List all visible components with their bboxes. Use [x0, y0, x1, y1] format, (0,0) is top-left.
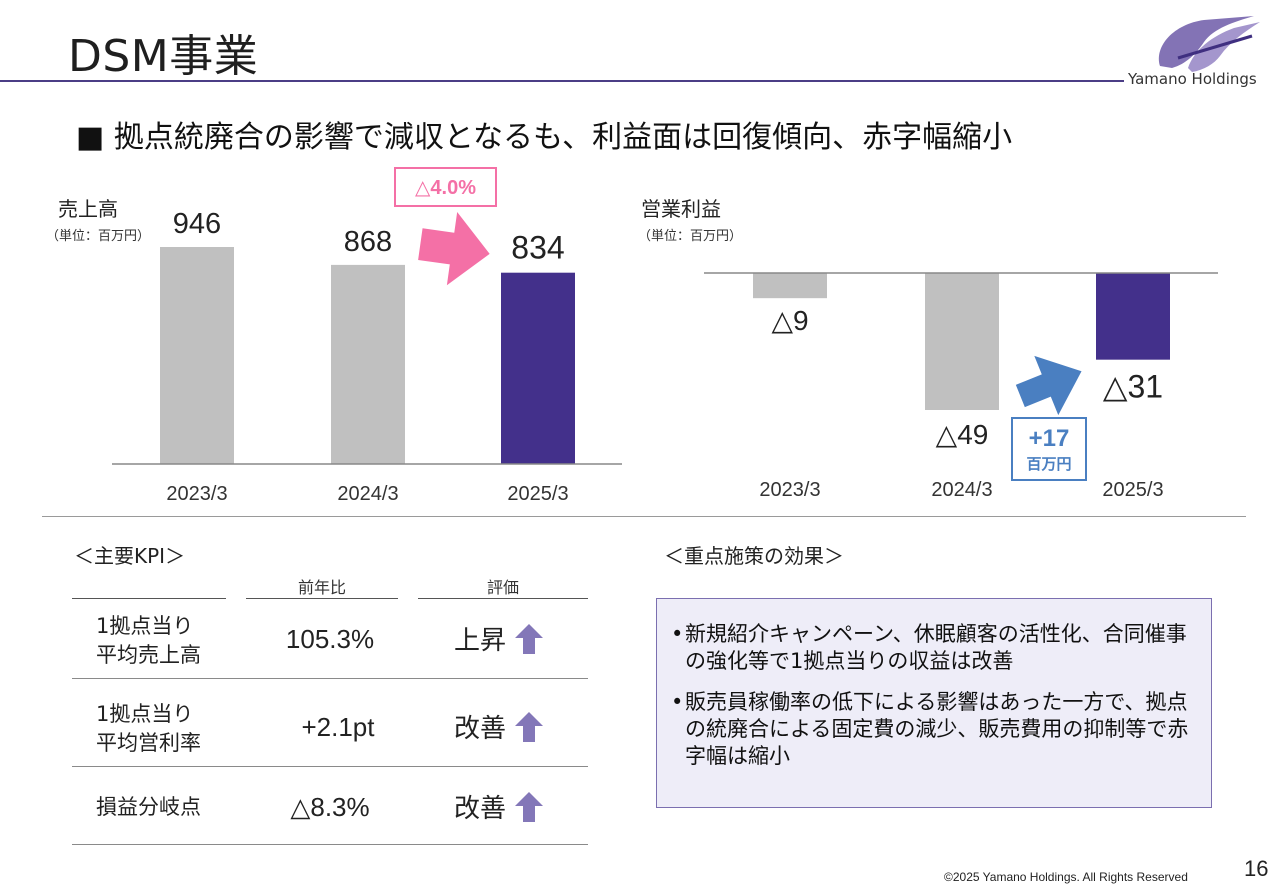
- page-title: DSM事業: [68, 31, 259, 82]
- kpi-row-yoy: +2.1pt: [301, 712, 375, 742]
- sales-x-tick-label: 2023/3: [166, 483, 227, 505]
- logo-text: Yamano Holdings: [1128, 70, 1257, 88]
- sales-chart-unit: （単位：百万円）: [46, 228, 150, 243]
- up-arrow-icon: [515, 623, 543, 654]
- sales-chart-title: 売上高: [58, 198, 118, 221]
- sales-x-tick-label: 2024/3: [337, 483, 398, 505]
- title-underline: [0, 80, 1124, 82]
- page-number: 16: [1244, 856, 1269, 881]
- bullet: •: [671, 622, 684, 646]
- kpi-row-label: 損益分岐点: [96, 795, 201, 819]
- kpi-eval-text: 上昇: [453, 626, 506, 656]
- sales-bar: [160, 247, 234, 464]
- kpi-heading: ＜主要KPI＞: [74, 544, 186, 568]
- profit-chart-unit: （単位：百万円）: [638, 228, 742, 243]
- effect-item: • 新規紹介キャンペーン、休眠顧客の活性化、合同催事の強化等で1拠点当りの収益は…: [671, 621, 1195, 675]
- kpi-row-label: 1拠点当り 平均営利率: [96, 702, 201, 755]
- profit-x-tick-label: 2024/3: [931, 479, 992, 501]
- kpi-row-rule: [72, 678, 588, 679]
- effects-box: • 新規紹介キャンペーン、休眠顧客の活性化、合同催事の強化等で1拠点当りの収益は…: [656, 598, 1212, 808]
- sales-bar-value-label: 946: [173, 208, 221, 240]
- sales-bar: [501, 272, 575, 464]
- kpi-row-yoy: 105.3%: [285, 624, 375, 654]
- profit-change-box: [1011, 417, 1087, 481]
- kpi-eval-text: 改善: [453, 714, 506, 744]
- sales-x-tick-label: 2025/3: [507, 483, 568, 505]
- kpi-eval-text: 改善: [453, 794, 506, 824]
- effects-heading: ＜重点施策の効果＞: [664, 544, 844, 568]
- kpi-row-eval: 改善: [420, 708, 580, 745]
- profit-change-label: +17: [1029, 425, 1070, 452]
- effect-text: 新規紹介キャンペーン、休眠顧客の活性化、合同催事の強化等で1拠点当りの収益は改善: [685, 622, 1187, 673]
- kpi-row-rule: [72, 844, 588, 845]
- effect-item: • 販売員稼働率の低下による影響はあった一方で、拠点の統廃合による固定費の減少、…: [671, 689, 1195, 770]
- effect-text: 販売員稼働率の低下による影響はあった一方で、拠点の統廃合による固定費の減少、販売…: [685, 690, 1189, 768]
- charts-area: 売上高 （単位：百万円） △4.0% 946 2023/3 868 2024/3 834 202…: [46, 167, 1218, 505]
- sales-bar-value-label: 834: [511, 230, 564, 266]
- profit-bar: [1096, 273, 1170, 360]
- sales-change-label: △4.0%: [415, 177, 476, 199]
- profit-bar-value-label: △49: [936, 419, 989, 450]
- up-arrow-icon: [515, 711, 543, 742]
- profit-change-arrow-icon: [1015, 355, 1082, 416]
- profit-x-tick-label: 2025/3: [1102, 479, 1163, 501]
- profit-bar-value-label: △9: [771, 305, 808, 336]
- profit-chart-title: 営業利益: [641, 198, 721, 221]
- sales-bar: [331, 264, 405, 464]
- kpi-col-eval: 評価: [486, 578, 519, 597]
- copyright: ©2025 Yamano Holdings. All Rights Reserv…: [944, 870, 1188, 884]
- kpi-header-rule-eval: [418, 598, 588, 599]
- kpi-header-rule-yoy: [246, 598, 398, 599]
- sales-change-box: [394, 167, 497, 207]
- kpi-row-yoy: △8.3%: [290, 792, 370, 822]
- profit-bar-value-label: △31: [1103, 369, 1163, 405]
- kpi-row-eval: 上昇: [420, 620, 580, 657]
- kpi-row-rule: [72, 766, 588, 767]
- profit-change-sublabel: 百万円: [1026, 456, 1071, 473]
- yamano-logo-icon: [1158, 16, 1260, 72]
- profit-bar: [753, 273, 827, 299]
- bullet: •: [671, 690, 684, 714]
- slide-subtitle: ■ 拠点統廃合の影響で減収となるも、利益面は回復傾向、赤字幅縮小: [76, 120, 1013, 155]
- kpi-row-eval: 改善: [420, 788, 580, 825]
- profit-x-tick-label: 2023/3: [759, 479, 820, 501]
- up-arrow-icon: [515, 791, 543, 822]
- profit-bar: [925, 273, 999, 410]
- kpi-header-rule-label: [72, 598, 226, 599]
- kpi-col-yoy: 前年比: [297, 578, 346, 597]
- kpi-row-label: 1拠点当り 平均売上高: [96, 614, 201, 667]
- sales-bar-value-label: 868: [344, 226, 392, 258]
- sales-change-arrow-icon: [418, 211, 490, 286]
- section-divider: [42, 516, 1246, 517]
